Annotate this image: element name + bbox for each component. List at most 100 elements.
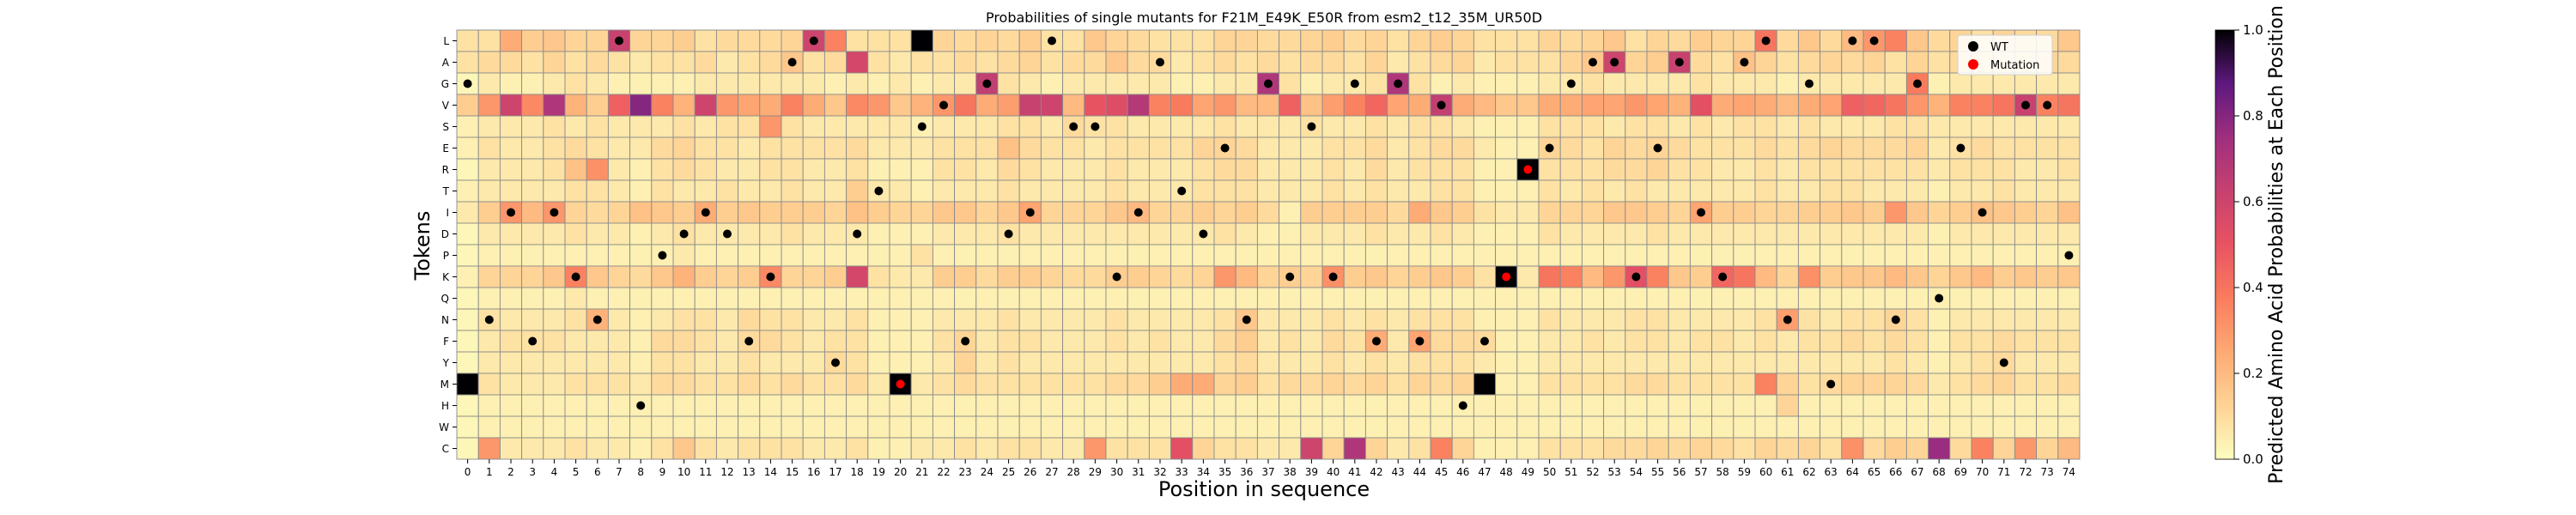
heatmap-cell — [1387, 308, 1410, 331]
heatmap-cell — [564, 415, 587, 439]
heatmap-cell — [607, 115, 631, 138]
heatmap-cell — [1559, 415, 1583, 439]
heatmap-cell — [715, 437, 739, 460]
heatmap-cell — [1668, 373, 1691, 396]
heatmap-cell — [586, 437, 609, 460]
heatmap-cell — [2014, 415, 2038, 439]
heatmap-cell — [1754, 136, 1777, 160]
heatmap-cell — [759, 136, 782, 160]
heatmap-cell — [1538, 394, 1561, 417]
heatmap-cell — [1820, 29, 1843, 52]
heatmap-cell — [1473, 29, 1497, 52]
heatmap-cell — [629, 29, 653, 52]
x-tick-label: 60 — [1759, 466, 1772, 478]
heatmap-cell — [1516, 265, 1540, 288]
heatmap-cell — [867, 437, 890, 460]
y-tick-label: W — [439, 421, 449, 433]
heatmap-cell — [1127, 72, 1150, 95]
heatmap-cell — [1646, 351, 1669, 374]
heatmap-cell — [1711, 394, 1735, 417]
heatmap-cell — [823, 415, 848, 439]
heatmap-cell — [1040, 222, 1064, 245]
heatmap-cell — [586, 394, 609, 417]
heatmap-cell — [738, 394, 761, 417]
heatmap-cell — [1733, 437, 1756, 460]
heatmap-cell — [1192, 394, 1215, 417]
heatmap-cell — [1905, 244, 1929, 267]
heatmap-cell — [738, 72, 761, 95]
heatmap-cell — [499, 222, 523, 245]
heatmap-cell — [1127, 394, 1150, 417]
heatmap-cell — [1625, 115, 1648, 138]
heatmap-cell — [954, 265, 977, 288]
heatmap-cell — [1084, 308, 1107, 331]
heatmap-cell — [1992, 244, 2015, 267]
heatmap-cell — [846, 394, 869, 417]
heatmap-cell — [1084, 179, 1107, 203]
heatmap-cell — [1949, 308, 1972, 331]
heatmap-cell — [672, 394, 696, 417]
heatmap-cell — [781, 94, 804, 117]
heatmap-cell — [564, 94, 587, 117]
wt-marker — [1177, 186, 1187, 196]
heatmap-cell — [1300, 308, 1323, 331]
heatmap-cell — [1862, 136, 1886, 160]
heatmap-cell — [564, 287, 587, 310]
heatmap-cell — [477, 415, 501, 439]
heatmap-cell — [1668, 29, 1691, 52]
heatmap-cell — [1668, 179, 1691, 203]
heatmap-cell — [846, 415, 869, 439]
heatmap-cell — [1148, 373, 1172, 396]
heatmap-cell — [1646, 29, 1669, 52]
heatmap-cell — [1451, 244, 1474, 267]
heatmap-cell — [1516, 72, 1540, 95]
heatmap-cell — [586, 72, 609, 95]
heatmap-cell — [1971, 287, 1994, 310]
heatmap-cell — [1430, 394, 1453, 417]
heatmap-cell — [759, 351, 782, 374]
heatmap-cell — [1905, 437, 1929, 460]
y-tick-label: C — [442, 443, 449, 455]
heatmap-cell — [910, 437, 933, 460]
heatmap-cell — [1949, 201, 1972, 224]
wt-marker — [1783, 315, 1792, 324]
heatmap-cell — [1841, 51, 1864, 74]
heatmap-cell — [1192, 158, 1215, 181]
x-tick-label: 9 — [659, 466, 666, 478]
heatmap-cell — [975, 158, 999, 181]
heatmap-cell — [715, 51, 739, 74]
heatmap-cell — [1062, 179, 1085, 203]
heatmap-cell — [1689, 287, 1713, 310]
x-tick-label: 65 — [1868, 466, 1880, 478]
x-axis-ticks: 0 1 2 3 4 5 6 7 8 9 10 11 12 13 14 15 16 17 18 19 20 21 22 23 24… — [465, 459, 2075, 478]
y-axis-label: Tokens — [410, 211, 434, 282]
heatmap-cell — [2057, 115, 2081, 138]
heatmap-cell — [1581, 330, 1605, 353]
heatmap-cell — [932, 244, 956, 267]
heatmap-cell — [1495, 308, 1518, 331]
heatmap-cell — [586, 94, 609, 117]
heatmap-cell — [543, 308, 566, 331]
heatmap-cell — [1992, 373, 2015, 396]
heatmap-cell — [521, 394, 544, 417]
heatmap-cell — [1516, 201, 1540, 224]
heatmap-cell — [759, 244, 782, 267]
heatmap-cell — [1040, 394, 1064, 417]
heatmap-cell — [1625, 244, 1648, 267]
heatmap-cell — [975, 394, 999, 417]
heatmap-cell — [1689, 373, 1713, 396]
heatmap-cell — [1473, 373, 1497, 396]
heatmap-cell — [1820, 94, 1843, 117]
mutation-marker — [1523, 165, 1533, 174]
heatmap-cell — [1018, 394, 1042, 417]
heatmap-cell — [1321, 373, 1345, 396]
heatmap-cell — [1776, 330, 1799, 353]
heatmap-cell — [1105, 51, 1128, 74]
heatmap-cell — [586, 373, 609, 396]
x-tick-label: 44 — [1413, 466, 1426, 478]
heatmap-cell — [1841, 437, 1864, 460]
heatmap-cell — [1451, 136, 1474, 160]
heatmap-cell — [1603, 437, 1626, 460]
heatmap-cell — [1127, 265, 1150, 288]
